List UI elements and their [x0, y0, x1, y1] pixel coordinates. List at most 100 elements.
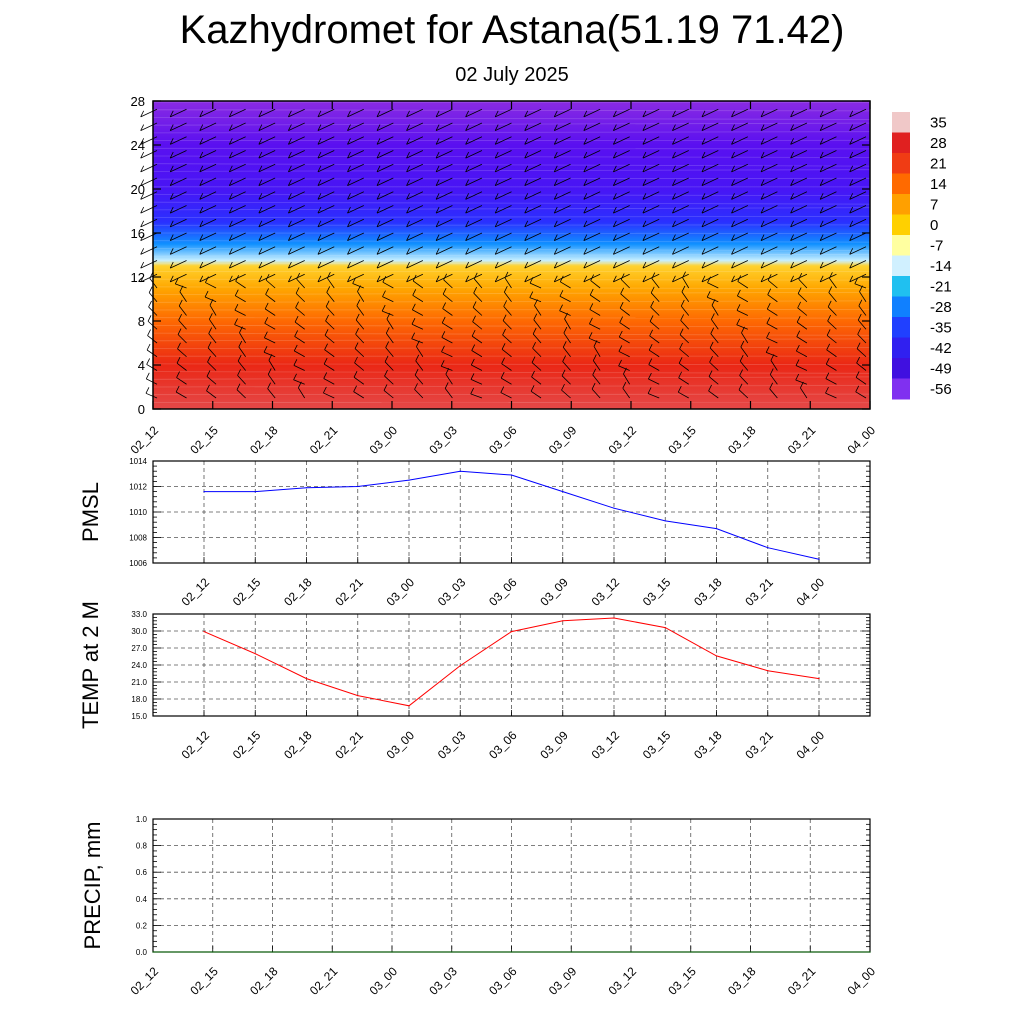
wind-barb-flag: [672, 110, 676, 118]
x-tick-label: 03_03: [435, 575, 469, 609]
wind-barb-flag: [849, 248, 854, 255]
wind-barb: [856, 348, 867, 358]
wind-barb-flag: [228, 151, 233, 159]
wind-barb-flag: [524, 275, 529, 283]
wind-barb: [592, 374, 601, 385]
data-point: [152, 951, 154, 953]
wind-barb: [849, 163, 867, 173]
wind-barb-flag: [199, 275, 204, 283]
wind-barb: [288, 218, 305, 228]
wind-barb: [258, 163, 276, 173]
wind-barb-flag: [208, 313, 213, 320]
wind-barb: [613, 177, 630, 186]
wind-barb: [317, 122, 335, 131]
data-point: [510, 630, 513, 633]
contour-line: [152, 163, 871, 167]
wind-barb: [376, 205, 394, 214]
wind-barb-flag: [524, 206, 529, 214]
wind-barb: [583, 108, 601, 118]
y-tick-label: 0.4: [136, 895, 148, 904]
data-point: [510, 474, 513, 476]
wind-barb-flag: [376, 275, 381, 283]
wind-barb-flag: [382, 276, 387, 283]
wind-barb-flag: [731, 110, 735, 118]
wind-barb: [294, 350, 305, 358]
wind-barb: [288, 191, 305, 200]
wind-barb: [265, 294, 276, 303]
wind-barb-flag: [672, 138, 676, 145]
colorbar-swatch: [892, 276, 910, 297]
x-tick-label: 02_21: [307, 964, 341, 998]
wind-barb-flag: [258, 151, 263, 159]
wind-barb: [258, 205, 276, 214]
wind-barb-flag: [583, 110, 588, 118]
wind-barb-flag: [494, 151, 499, 159]
wind-barb-flag: [819, 261, 824, 269]
x-tick-label: 02_21: [332, 728, 366, 762]
wind-barb: [583, 150, 601, 159]
wind-barb-flag: [494, 261, 499, 269]
wind-barb: [790, 218, 808, 228]
colorbar-swatch: [892, 235, 910, 256]
wind-barb: [795, 379, 808, 385]
wind-barb: [140, 163, 158, 173]
x-tick-label: 03_12: [589, 575, 623, 609]
wind-barb-flag: [678, 371, 683, 378]
wind-barb: [559, 310, 571, 316]
y-tick-label: 0.0: [136, 948, 148, 957]
wind-barb: [205, 282, 217, 289]
wind-barb-flag: [293, 359, 298, 366]
wind-barb: [140, 246, 158, 255]
wind-barb: [465, 122, 483, 131]
wind-barb-flag: [672, 179, 676, 186]
wind-barb: [376, 218, 394, 228]
pmsl-panel: 1006 1008 1010 1012 1014 02_12 02_15 02_18 02_21…: [78, 457, 871, 609]
wind-barb-flag: [533, 313, 538, 320]
wind-barb-flag: [731, 206, 735, 214]
wind-barb: [288, 163, 305, 173]
wind-barb-flag: [258, 220, 263, 228]
data-point: [212, 951, 214, 953]
wind-barb: [347, 136, 364, 145]
wind-barb: [563, 332, 571, 344]
wind-barb: [140, 260, 158, 269]
wind-barb: [229, 273, 246, 283]
wind-barb-flag: [701, 234, 706, 241]
x-tick-label: 03_21: [785, 964, 819, 998]
wind-barb: [324, 334, 335, 344]
wind-barb-flag: [790, 220, 794, 228]
wind-barb-flag: [612, 275, 617, 283]
wind-barb-flag: [583, 151, 588, 159]
wind-barb-flag: [524, 248, 529, 255]
wind-barb-flag: [819, 151, 824, 159]
wind-barb: [145, 392, 158, 399]
wind-barb-flag: [356, 299, 361, 306]
wind-barb: [495, 191, 512, 200]
wind-barb: [267, 388, 276, 399]
wind-barb-flag: [524, 179, 529, 186]
wind-barb: [760, 122, 778, 131]
wind-barb-flag: [347, 165, 351, 173]
data-point: [664, 520, 666, 522]
wind-barb-flag: [740, 340, 745, 348]
wind-barb: [170, 232, 187, 241]
wind-barb-flag: [347, 179, 351, 186]
wind-barb: [849, 260, 867, 269]
wind-barb-flag: [199, 248, 204, 255]
wind-barb-flag: [819, 220, 824, 228]
wind-barb: [770, 360, 778, 371]
wind-barb-flag: [856, 342, 861, 349]
wind-barb-flag: [592, 354, 597, 361]
wind-barb-flag: [494, 275, 499, 283]
wind-barb: [672, 273, 689, 283]
wind-barb-flag: [849, 138, 854, 145]
wind-barb-flag: [435, 110, 440, 118]
wind-barb-flag: [175, 385, 180, 393]
y-tick-label: 1014: [129, 457, 147, 466]
wind-barb: [857, 334, 867, 344]
wind-barb: [206, 390, 217, 399]
wind-barb: [325, 320, 335, 330]
wind-barb-flag: [293, 344, 298, 352]
wind-barb-flag: [288, 138, 292, 145]
wind-barb: [317, 246, 335, 255]
